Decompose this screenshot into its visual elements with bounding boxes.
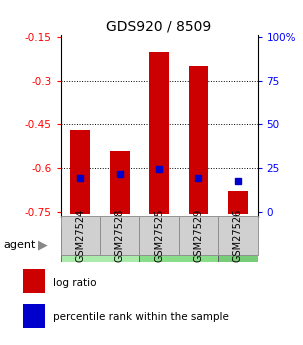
Bar (23, 269, 45, 293)
Bar (61, 216, 100, 255)
Bar (218, 216, 258, 255)
Bar (100, 216, 139, 255)
Text: aza-dC: aza-dC (81, 240, 119, 250)
Bar (218, 228, 258, 262)
Text: percentile rank within the sample: percentile rank within the sample (53, 313, 229, 322)
Text: GSM27524: GSM27524 (75, 209, 85, 262)
Text: TSA: TSA (168, 240, 190, 250)
Bar (139, 228, 218, 262)
Bar (228, 191, 248, 215)
Bar (110, 151, 130, 215)
Text: aza-dC,
TSA: aza-dC, TSA (217, 234, 259, 256)
Bar (188, 67, 208, 215)
Bar (70, 130, 90, 215)
Text: GSM27529: GSM27529 (193, 209, 204, 262)
Text: agent: agent (3, 240, 35, 250)
Text: GSM27526: GSM27526 (233, 209, 243, 262)
Bar (23, 304, 45, 328)
Text: GSM27528: GSM27528 (115, 209, 125, 262)
Title: GDS920 / 8509: GDS920 / 8509 (106, 19, 212, 33)
Text: ▶: ▶ (38, 238, 48, 252)
Bar (149, 52, 169, 215)
Text: GSM27525: GSM27525 (154, 209, 164, 262)
Bar (61, 228, 139, 262)
Bar (139, 216, 179, 255)
Text: log ratio: log ratio (53, 278, 97, 288)
Bar (179, 216, 218, 255)
